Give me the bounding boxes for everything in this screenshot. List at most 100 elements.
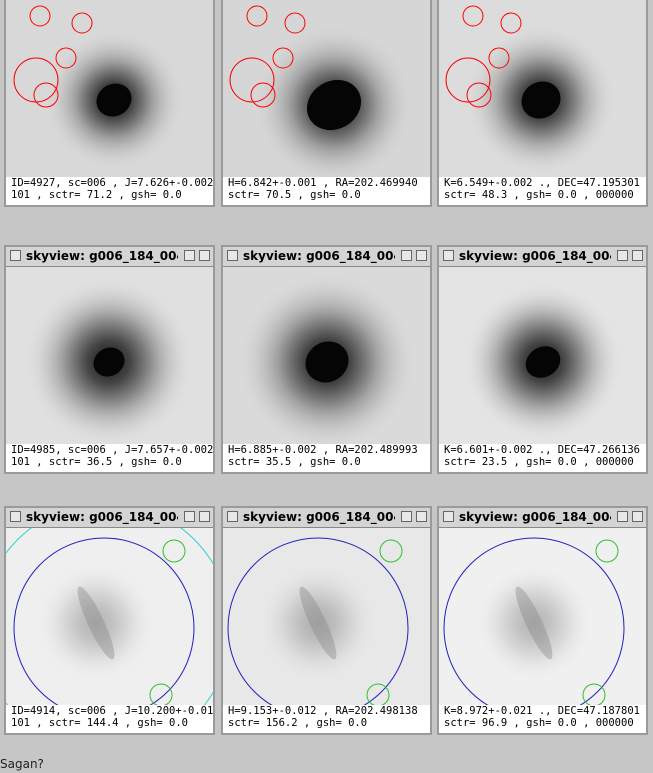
image-canvas [439,0,646,205]
galaxy-core [525,346,561,378]
sky-image [223,0,430,205]
sky-image [439,0,646,205]
sky-image [223,528,430,733]
info-line: H=6.885+-0.002 , RA=202.489993 [228,444,418,456]
window-menu-button[interactable] [443,250,454,261]
title-bar: skyview: g006_184_0049 [6,508,213,528]
minimize-button[interactable] [184,511,195,522]
image-canvas [223,267,430,472]
minimize-button[interactable] [617,511,628,522]
title-bar: skyview: g006_184_0049 [439,508,646,528]
aperture-circle [284,12,306,34]
aperture-circle [229,57,275,103]
halo [258,563,378,683]
info-line: sctr= 96.9 , gsh= 0.0 , 000000 [444,717,634,729]
image-canvas [439,528,646,733]
info-text: ID=4985, sc=006 , J=7.657+-0.002 101 , sc… [6,444,213,472]
minimize-button[interactable] [401,250,412,261]
aperture-circle [500,12,522,34]
minimize-button[interactable] [184,250,195,261]
info-line: sctr= 48.3 , gsh= 0.0 , 000000 [444,189,634,201]
footer-text: Sagan? [0,757,44,771]
galaxy-core [96,83,132,117]
info-text: ID=4927, sc=006 , J=7.626+-0.002 101 , sc… [6,177,213,205]
image-canvas [6,267,213,472]
info-line: ID=4914, sc=006 , J=10.200+-0.014 [11,705,215,717]
info-line: 101 , sctr= 36.5 , gsh= 0.0 [11,456,182,468]
streak [515,586,553,660]
halo [36,563,156,683]
info-line: ID=4985, sc=006 , J=7.657+-0.002 [11,444,214,456]
image-canvas [439,267,646,472]
maximize-button[interactable] [416,250,427,261]
aperture-circle [466,82,492,108]
maximize-button[interactable] [632,511,643,522]
window-menu-button[interactable] [227,250,238,261]
window-title: skyview: g006_184_0049 [243,510,395,524]
aperture-circle [29,5,51,27]
sky-image [439,267,646,472]
window-title: skyview: g006_184_0049 [459,510,611,524]
aperture-circle [379,539,403,563]
sky-image [223,267,430,472]
info-line: H=9.153+-0.012 , RA=202.498138 [228,705,418,717]
window-title: skyview: g006_184_0049 [243,249,395,263]
info-line: H=6.842+-0.001 , RA=202.469940 [228,177,418,189]
info-line: K=6.549+-0.002 ., DEC=47.195301 [444,177,640,189]
info-line: sctr= 156.2 , gsh= 0.0 [228,717,368,729]
window-menu-button[interactable] [10,250,21,261]
info-line: sctr= 23.5 , gsh= 0.0 , 000000 [444,456,634,468]
info-line: K=8.972+-0.021 ., DEC=47.187801 [444,705,640,717]
info-line: sctr= 70.5 , gsh= 0.0 [228,189,361,201]
title-bar: skyview: g006_184_0049 [439,247,646,267]
sky-image [6,528,213,733]
info-text: K=8.972+-0.021 ., DEC=47.187801 sctr= 96.… [439,705,646,733]
minimize-button[interactable] [401,511,412,522]
aperture-circle [462,5,484,27]
info-text: ID=4914, sc=006 , J=10.200+-0.014 101 , s… [6,705,213,733]
aperture-circle [272,47,294,69]
info-line: ID=4927, sc=006 , J=7.626+-0.002 [11,177,214,189]
image-canvas [223,0,430,205]
maximize-button[interactable] [416,511,427,522]
aperture-circle [33,82,59,108]
title-bar: skyview: g006_184_0049 [223,247,430,267]
info-line: K=6.601+-0.002 ., DEC=47.266136 [444,444,640,456]
aperture-circle [250,82,276,108]
image-canvas [6,0,213,205]
streak [299,586,337,660]
info-text: K=6.549+-0.002 ., DEC=47.195301 sctr= 48.… [439,177,646,205]
galaxy-core [93,347,125,377]
info-text: H=9.153+-0.012 , RA=202.498138 sctr= 156.… [223,705,430,733]
minimize-button[interactable] [617,250,628,261]
info-line: 101 , sctr= 71.2 , gsh= 0.0 [11,189,182,201]
aperture-circle [55,47,77,69]
maximize-button[interactable] [632,250,643,261]
streak [77,586,115,660]
skyview-window: skyview: g006_184_0049 H=9.153+-0.012 , R… [221,506,432,735]
maximize-button[interactable] [199,511,210,522]
galaxy-core [305,341,349,383]
galaxy-core [521,81,561,119]
info-line: sctr= 35.5 , gsh= 0.0 [228,456,361,468]
aperture-circle [246,5,268,27]
skyview-window: skyview: g006_184_0049 ID=4914, sc=006 , … [4,506,215,735]
maximize-button[interactable] [199,250,210,261]
title-bar: skyview: g006_184_0049 [6,247,213,267]
aperture-circle [488,47,510,69]
window-menu-button[interactable] [227,511,238,522]
window-menu-button[interactable] [443,511,454,522]
aperture-circle [445,57,491,103]
aperture-circle [71,12,93,34]
title-bar: skyview: g006_184_0049 [223,508,430,528]
window-title: skyview: g006_184_0049 [459,249,611,263]
sky-image [439,528,646,733]
window-title: skyview: g006_184_0049 [26,249,178,263]
window-menu-button[interactable] [10,511,21,522]
info-text: H=6.885+-0.002 , RA=202.489993 sctr= 35.5… [223,444,430,472]
sky-image [6,267,213,472]
